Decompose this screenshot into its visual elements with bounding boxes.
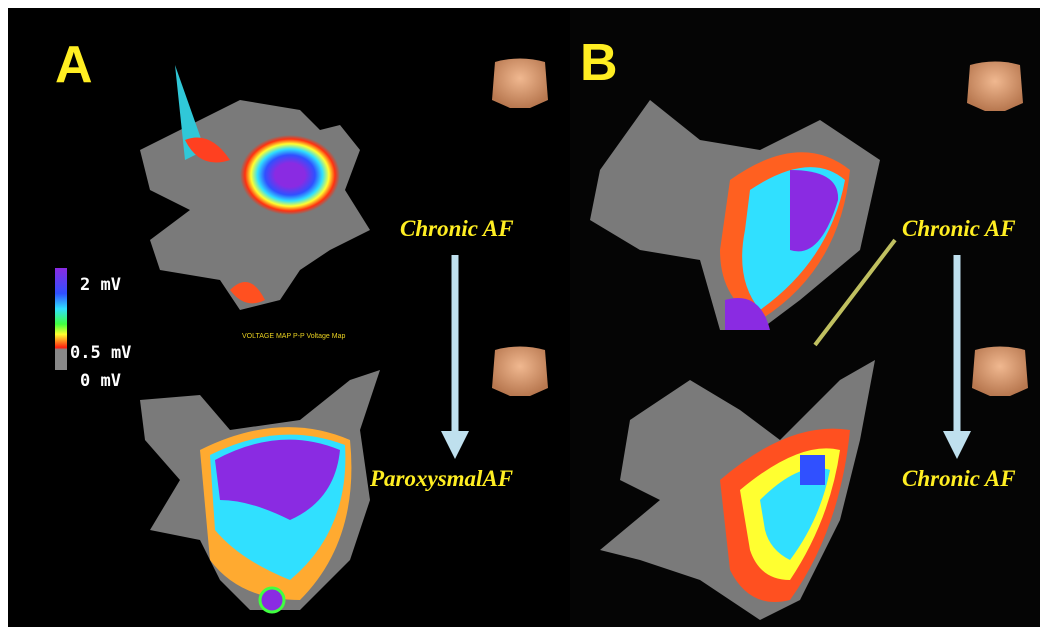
- condition-label: ParoxysmalAF: [369, 466, 513, 491]
- condition-label: Chronic AF: [902, 216, 1016, 241]
- condition-label: Chronic AF: [902, 466, 1016, 491]
- figure: A B 2 mV 0.5 mV 0 mV VOLTAGE MAP P-P Vol…: [0, 0, 1047, 635]
- map-caption: VOLTAGE MAP P-P Voltage Map: [242, 333, 345, 340]
- legend-label: 2 mV: [80, 275, 121, 295]
- legend-label: 0 mV: [80, 371, 121, 391]
- panel-label: A: [55, 36, 93, 94]
- condition-label: Chronic AF: [400, 216, 514, 241]
- legend-label: 0.5 mV: [70, 343, 131, 363]
- color-scale: [55, 268, 67, 370]
- panel-label: B: [580, 34, 618, 92]
